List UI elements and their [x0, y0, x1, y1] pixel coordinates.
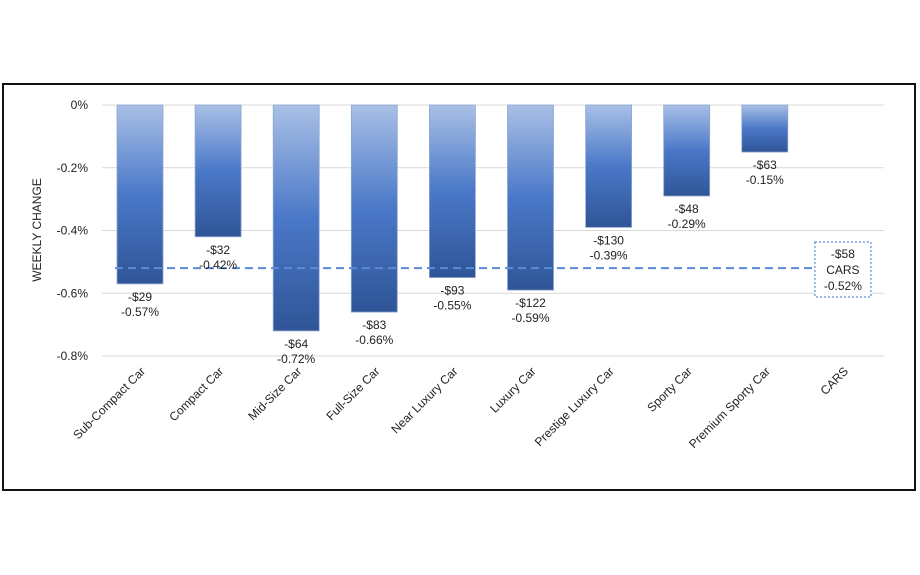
bar-dollar-label: -$32	[206, 243, 230, 257]
bar-percent-label: -0.39%	[590, 248, 628, 262]
x-tick-label: Full-Size Car	[323, 364, 382, 423]
x-tick-label: Near Luxury Car	[388, 364, 460, 436]
y-tick-label: -0.4%	[57, 224, 89, 238]
bar-dollar-label: -$130	[593, 233, 624, 247]
bar	[663, 104, 711, 197]
x-tick-label: Mid-Size Car	[245, 364, 304, 423]
bar-percent-label: -0.15%	[746, 173, 784, 187]
y-tick-label: -0.2%	[57, 161, 89, 175]
x-tick-label: CARS	[818, 364, 851, 397]
cars-dollar-label: -$58	[831, 247, 855, 261]
cars-name-label: CARS	[826, 263, 859, 277]
y-tick-label: 0%	[71, 98, 89, 112]
x-tick-label: Sub-Compact Car	[70, 364, 148, 442]
bar-percent-label: -0.72%	[277, 352, 315, 366]
bar	[272, 104, 320, 332]
x-tick-label: Premium Sporty Car	[686, 364, 773, 451]
bar	[585, 104, 632, 228]
cars-percent-label: -0.52%	[824, 279, 862, 293]
bar	[116, 104, 164, 285]
bar	[741, 104, 789, 153]
y-axis-label: WEEKLY CHANGE	[30, 178, 44, 282]
bar-dollar-label: -$29	[128, 290, 152, 304]
x-tick-label: Sporty Car	[644, 364, 694, 414]
bar	[428, 104, 476, 278]
y-tick-label: -0.8%	[57, 349, 89, 363]
x-tick-label: Luxury Car	[487, 364, 538, 415]
bar-dollar-label: -$122	[515, 296, 546, 310]
bar-percent-label: -0.59%	[511, 311, 549, 325]
bar-percent-label: -0.42%	[199, 258, 237, 272]
x-tick-label: Prestige Luxury Car	[532, 364, 617, 449]
bar-percent-label: -0.57%	[121, 305, 159, 319]
bar	[194, 104, 242, 238]
bar-dollar-label: -$48	[675, 202, 699, 216]
bar-dollar-label: -$93	[440, 284, 464, 298]
bar-dollar-label: -$63	[753, 158, 777, 172]
bar-dollar-label: -$64	[284, 337, 308, 351]
bar	[507, 104, 554, 291]
x-tick-label: Compact Car	[166, 364, 226, 424]
bar-percent-label: -0.55%	[433, 299, 471, 313]
y-tick-label: -0.6%	[57, 286, 89, 300]
bar-dollar-label: -$83	[362, 318, 386, 332]
cars-label-box	[814, 241, 872, 298]
bar-percent-label: -0.66%	[355, 333, 393, 347]
bar-percent-label: -0.29%	[668, 217, 706, 231]
bar	[350, 104, 398, 313]
